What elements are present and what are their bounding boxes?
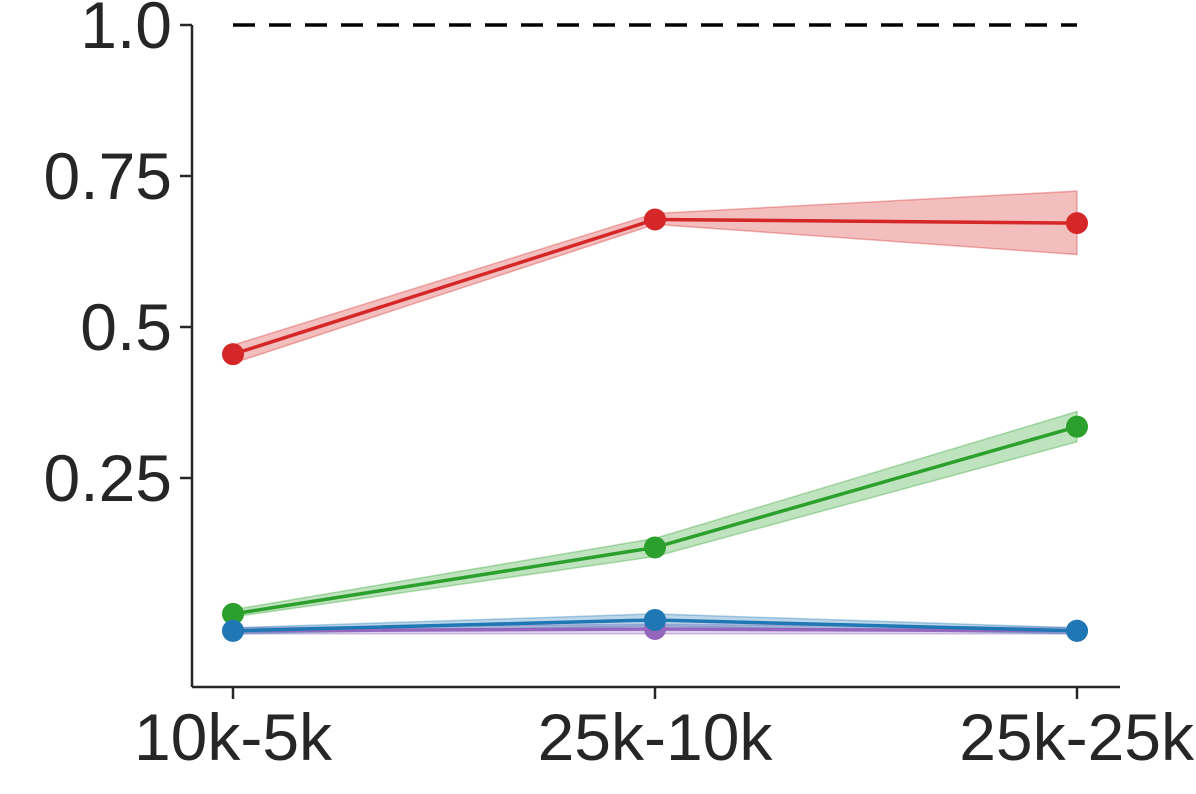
x-tick-label-2: 25k-25k <box>959 700 1195 774</box>
x-tick-label-1: 25k-10k <box>538 700 774 774</box>
y-tick-label-3: 0.25 <box>44 441 172 515</box>
x-tick-label-0: 10k-5k <box>134 700 333 774</box>
x-axis-ticks: 10k-5k 25k-10k 25k-25k <box>134 687 1195 774</box>
data-point-0-0 <box>222 343 244 366</box>
y-axis-ticks: 1.0 0.75 0.5 0.25 <box>44 0 192 515</box>
data-point-1-0 <box>222 602 244 625</box>
series-lines <box>232 217 1078 633</box>
y-tick-label-2: 0.5 <box>80 290 172 364</box>
data-point-1-2 <box>1066 415 1088 438</box>
data-point-3-0 <box>222 619 244 642</box>
data-point-3-1 <box>644 608 666 631</box>
data-point-0-2 <box>1066 212 1088 235</box>
data-point-3-2 <box>1066 619 1088 642</box>
y-tick-label-1: 0.75 <box>44 139 172 213</box>
confidence-band-1 <box>232 410 1078 618</box>
axes <box>190 25 1120 689</box>
data-point-1-1 <box>644 536 666 559</box>
series-markers <box>222 208 1088 642</box>
data-point-0-1 <box>644 208 666 231</box>
y-tick-label-0: 1.0 <box>80 0 172 62</box>
confidence-bands <box>232 190 1078 635</box>
